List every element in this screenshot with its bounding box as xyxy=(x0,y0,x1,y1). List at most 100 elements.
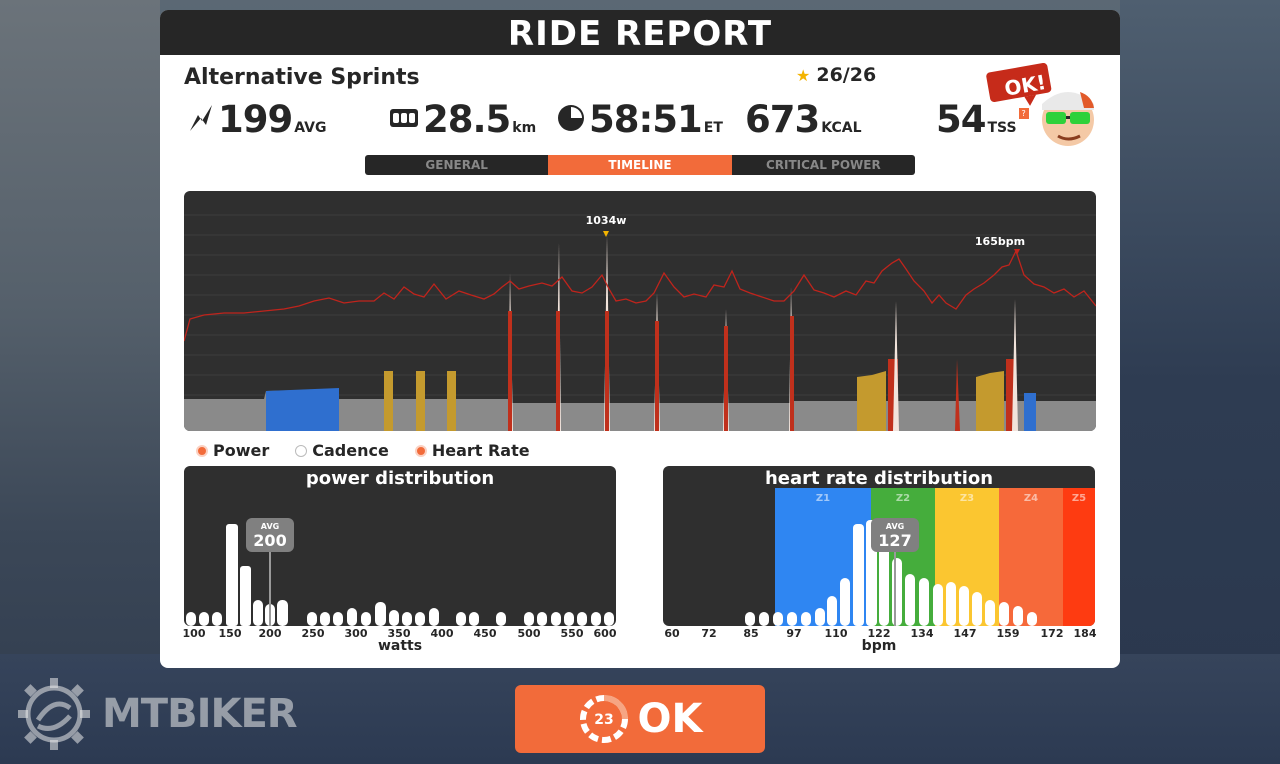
power-tick: 150 xyxy=(218,627,242,640)
hr-zone-5 xyxy=(1063,488,1095,626)
hr-distribution-title: heart rate distribution xyxy=(764,468,994,489)
power-tick: 450 xyxy=(473,627,497,640)
timeline-chart[interactable]: 1034w 165bpm xyxy=(184,191,1096,431)
stat-tss: 54 TSS ? xyxy=(936,98,1029,141)
odometer-icon xyxy=(389,107,419,133)
sprint-spikes xyxy=(508,235,1018,431)
power-tick: 250 xyxy=(301,627,325,640)
hr-tick: 134 xyxy=(910,627,934,640)
ride-report-panel: RIDE REPORT Alternative Sprints ★ 26/26 1… xyxy=(160,10,1120,668)
power-tick: 300 xyxy=(344,627,368,640)
lightning-icon xyxy=(188,103,214,137)
zone4-block xyxy=(416,371,425,431)
watermark-text: MTBIKER xyxy=(102,691,298,737)
clock-icon xyxy=(557,104,585,136)
ok-button-label: OK xyxy=(637,696,703,742)
hr-tick: 72 xyxy=(701,627,717,640)
hr-zone-2-label: Z2 xyxy=(896,493,910,504)
power-avg-value: 200 xyxy=(253,531,286,550)
report-tabs: GENERAL TIMELINE CRITICAL POWER xyxy=(365,155,915,175)
peak-power-marker xyxy=(603,231,609,237)
stat-distance: 28.5 km xyxy=(389,98,536,141)
stat-power: 199 AVG xyxy=(188,98,326,141)
hr-zone-3-label: Z3 xyxy=(960,493,974,504)
power-histogram xyxy=(186,524,614,626)
power-tick: 350 xyxy=(387,627,411,640)
peak-hr-marker xyxy=(1014,249,1020,255)
countdown-ring-icon: 23 xyxy=(579,695,628,743)
stat-power-unit: AVG xyxy=(294,120,327,136)
stat-calories-value: 673 xyxy=(745,98,820,141)
power-tick: 600 xyxy=(593,627,617,640)
countdown-value: 23 xyxy=(594,712,613,728)
hr-tick: 60 xyxy=(664,627,680,640)
zone4-block xyxy=(857,371,886,431)
power-x-axis: 100 150 200 250 300 350 400 450 500 550 … xyxy=(182,627,617,641)
legend-heart-rate-toggle[interactable]: Heart Rate xyxy=(414,441,530,460)
ok-button[interactable]: 23 OK xyxy=(515,685,765,753)
legend-cadence-toggle[interactable]: Cadence xyxy=(295,441,389,460)
hr-tick: 85 xyxy=(743,627,759,640)
power-tick: 550 xyxy=(560,627,584,640)
hr-avg-badge xyxy=(871,518,919,552)
hr-x-title: bpm xyxy=(861,638,897,654)
power-tick: 100 xyxy=(182,627,206,640)
stat-tss-unit: TSS xyxy=(987,120,1017,136)
background-scene-right xyxy=(1120,0,1280,764)
legend-power-toggle[interactable]: Power xyxy=(196,441,269,460)
stat-calories-unit: KCAL xyxy=(821,120,862,136)
stat-time-value: 58:51 xyxy=(589,98,703,141)
avatar: OK! xyxy=(986,62,1098,150)
stat-time-unit: ET xyxy=(703,120,723,136)
tab-timeline[interactable]: TIMELINE xyxy=(548,155,732,175)
timeline-legend: Power Cadence Heart Rate xyxy=(196,441,556,460)
power-distribution-title: power distribution xyxy=(305,468,495,489)
stat-distance-value: 28.5 xyxy=(423,98,511,141)
legend-power-dot xyxy=(196,444,208,457)
zone2-block-end xyxy=(1024,393,1036,431)
legend-heart-rate-label: Heart Rate xyxy=(431,441,530,460)
legend-cadence-label: Cadence xyxy=(312,441,389,460)
stars-value: 26/26 xyxy=(816,64,877,86)
zone4-block xyxy=(447,371,456,431)
hr-avg-label: AVG xyxy=(886,522,904,531)
power-tick: 400 xyxy=(430,627,454,640)
zone4-block xyxy=(976,371,1004,431)
hr-tick: 97 xyxy=(786,627,802,640)
zone6-block xyxy=(1006,359,1016,431)
hr-zone-4-label: Z4 xyxy=(1024,493,1038,504)
tab-critical-power[interactable]: CRITICAL POWER xyxy=(765,158,881,172)
hr-zone-4 xyxy=(999,488,1063,626)
power-avg-label: AVG xyxy=(261,522,279,531)
power-x-title: watts xyxy=(377,638,423,654)
hr-tick: 184 xyxy=(1073,627,1097,640)
peak-hr-label: 165bpm xyxy=(975,235,1025,248)
zone4-block xyxy=(384,371,393,431)
legend-power-label: Power xyxy=(213,441,270,460)
hr-tick: 122 xyxy=(867,627,891,640)
heart-rate-line xyxy=(184,249,1096,342)
watermark-logo: MTBIKER xyxy=(16,676,298,752)
stats-row: 199 AVG 28.5 km 58:51 ET 673 KCAL 54 TSS… xyxy=(184,98,1094,142)
hr-avg-value: 127 xyxy=(878,531,911,550)
timeline-grid xyxy=(184,214,1096,396)
hr-distribution-chart: heart rate distribution Z1 Z2 Z3 Z4 Z5 xyxy=(663,466,1095,626)
hr-tick: 172 xyxy=(1040,627,1064,640)
hr-zone-1-label: Z1 xyxy=(816,493,830,504)
power-distribution-chart: power distribution xyxy=(184,466,616,626)
power-tick: 500 xyxy=(517,627,541,640)
stat-calories: 673 KCAL xyxy=(745,98,861,141)
peak-power-label: 1034w xyxy=(586,214,627,227)
tab-general[interactable]: GENERAL xyxy=(425,158,488,172)
stars-count: ★ 26/26 xyxy=(796,64,876,86)
tss-help-icon[interactable]: ? xyxy=(1018,108,1029,119)
hr-tick: 159 xyxy=(996,627,1020,640)
hr-zone-5-label: Z5 xyxy=(1072,493,1086,504)
panel-title: RIDE REPORT xyxy=(160,10,1120,55)
hr-x-axis: 60 72 85 97 110 122 134 147 159 172 184 xyxy=(663,627,1097,641)
hr-tick: 147 xyxy=(953,627,977,640)
star-icon: ★ xyxy=(796,66,811,85)
stat-distance-unit: km xyxy=(512,120,537,136)
background-scene-left xyxy=(0,0,160,764)
legend-cadence-dot xyxy=(295,444,308,457)
